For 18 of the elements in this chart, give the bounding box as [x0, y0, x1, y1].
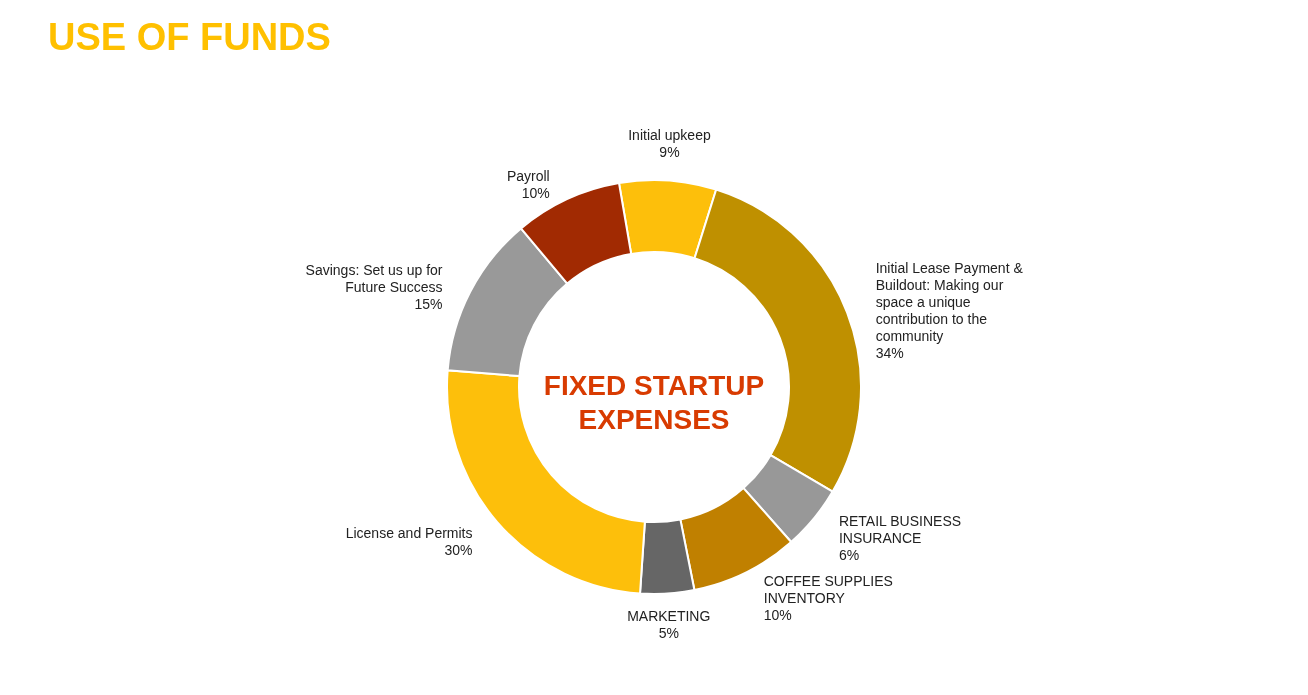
slice-label: Initial Lease Payment & Buildout: Making our space a unique contribution to the community — [875, 259, 1024, 344]
data-label: 10% — [521, 185, 550, 202]
data-label: 9% — [659, 143, 680, 160]
slice-label: License and Permits — [345, 525, 473, 542]
text: FIXED STARTUP EXPENSES — [543, 370, 765, 435]
slice-label: MARKETING — [627, 607, 711, 624]
slice-label: Savings: Set us up for Future Success — [305, 262, 443, 296]
data-label: 30% — [444, 542, 473, 559]
data-label: 6% — [838, 546, 860, 563]
data-label: 5% — [658, 624, 679, 641]
data-label: 15% — [414, 296, 443, 313]
slice-label: COFFEE SUPPLIES INVENTORY — [763, 572, 893, 606]
data-label: 10% — [763, 606, 792, 623]
slice-label: Payroll — [506, 168, 550, 185]
data-label: 34% — [875, 344, 904, 361]
slice-label: Initial upkeep — [628, 126, 711, 143]
chart-title: USE OF FUNDS — [48, 16, 331, 58]
slice-label: RETAIL BUSINESS INSURANCE — [838, 512, 962, 546]
